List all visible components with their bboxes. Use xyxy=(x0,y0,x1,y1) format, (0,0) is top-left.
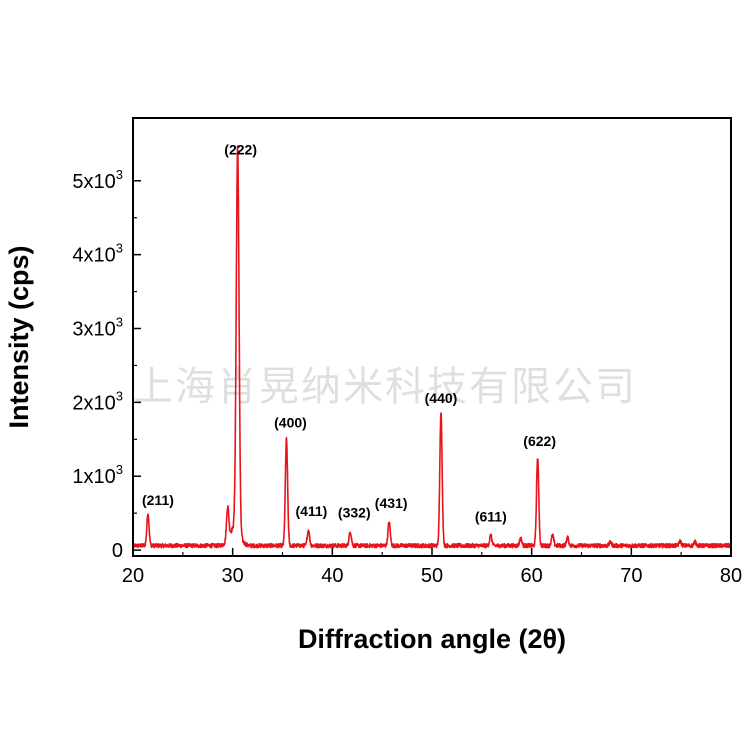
watermark: 上海肖晃纳米科技有限公司 xyxy=(133,364,637,410)
x-tick-label: 20 xyxy=(122,565,144,587)
peak-label: (332) xyxy=(338,505,371,521)
peak-label: (411) xyxy=(295,503,327,519)
y-tick-label: 5x103 xyxy=(72,167,123,193)
peak-label: (222) xyxy=(224,141,257,157)
plot-frame xyxy=(132,117,732,557)
peak-label: (622) xyxy=(523,433,556,449)
x-tick-label: 50 xyxy=(421,565,443,587)
x-tick-label: 40 xyxy=(321,565,343,587)
peak-label: (611) xyxy=(475,508,507,524)
y-tick-label: 4x103 xyxy=(72,241,123,267)
peak-label: (400) xyxy=(274,414,307,430)
peak-label: (211) xyxy=(142,492,174,508)
series-line xyxy=(132,145,732,549)
x-tick-label: 80 xyxy=(720,565,742,587)
plot-area xyxy=(132,145,732,549)
peak-labels: (211) (222) (400) (411) (332)(431) (440) (611)… xyxy=(142,141,556,524)
x-tick-label: 70 xyxy=(620,565,642,587)
y-axis-title: Intensity (cps) xyxy=(4,245,34,428)
peak-label: (440) xyxy=(425,390,458,406)
x-tick-label: 30 xyxy=(222,565,244,587)
axis-ticks: 20 30 40 50 60 70 80 0 1x103 2x103 3x103 4x103 5x103 xyxy=(72,167,742,587)
x-axis-title: Diffraction angle (2θ) xyxy=(298,624,566,654)
y-tick-label: 1x103 xyxy=(72,462,123,488)
y-tick-label: 2x103 xyxy=(72,388,123,414)
y-tick-label: 0 xyxy=(112,540,123,562)
y-tick-label: 3x103 xyxy=(72,315,123,341)
peak-label: (431) xyxy=(375,495,408,511)
watermark-text: 上海肖晃纳米科技有限公司 xyxy=(133,364,637,410)
x-tick-label: 60 xyxy=(521,565,543,587)
